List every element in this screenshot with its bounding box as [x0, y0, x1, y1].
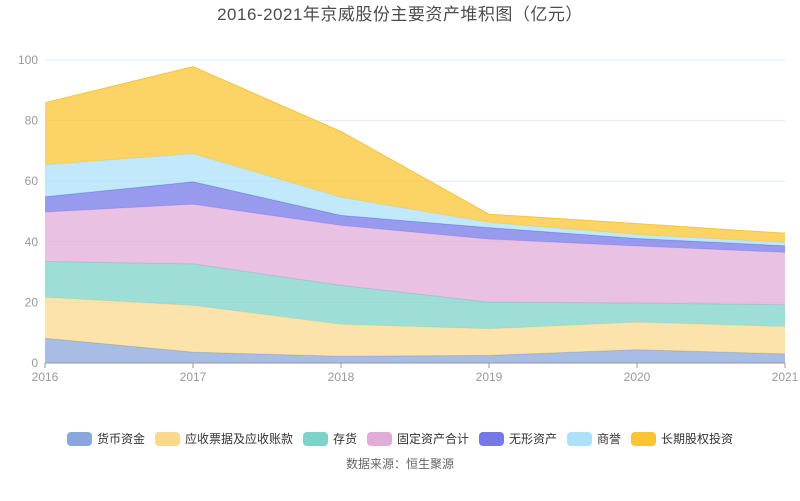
legend-swatch: [567, 431, 593, 446]
series-area-0[interactable]: [45, 338, 785, 363]
legend-label: 存货: [332, 432, 357, 446]
y-tick-label: 20: [25, 295, 39, 309]
legend-label: 无形资产: [509, 432, 558, 446]
legend-label: 长期股权投资: [661, 432, 734, 446]
data-source: 数据来源：恒生聚源: [345, 457, 454, 471]
stacked-area-chart: 0 20 40 60 80 100 2016 2017 2018 2019 2020 2021: [18, 53, 799, 384]
series-line-6: [44, 66, 786, 234]
x-tick-label: 2016: [32, 370, 59, 384]
legend-swatch: [154, 431, 180, 446]
y-tick-label: 0: [31, 356, 38, 370]
legend-label: 货币资金: [96, 432, 145, 446]
series-area-4[interactable]: [45, 181, 785, 253]
x-tick-label: 2021: [772, 370, 799, 384]
legend-swatch: [479, 431, 504, 446]
x-tick-label: 2018: [328, 370, 355, 384]
y-tick-label: 100: [18, 53, 38, 67]
legend-swatch: [631, 431, 657, 446]
chart-legend: 货币资金 应收票据及应收账款 存货 固定资产合计 无形资产 商誉 长期股权投资: [0, 430, 800, 447]
series-area-5[interactable]: [45, 153, 785, 246]
y-tick-label: 60: [25, 174, 39, 188]
legend-swatch: [302, 431, 328, 446]
y-tick-label: 80: [25, 114, 39, 128]
legend-label: 应收票据及应收账款: [184, 432, 293, 446]
x-tick-label: 2020: [624, 370, 651, 384]
legend-swatch: [366, 431, 392, 446]
series-area-3[interactable]: [45, 204, 785, 305]
legend-label: 商誉: [597, 432, 622, 446]
legend-item-1[interactable]: 应收票据及应收账款: [154, 430, 293, 447]
legend-swatch: [66, 431, 92, 446]
legend-item-4[interactable]: 无形资产: [479, 430, 557, 447]
legend-item-5[interactable]: 商誉: [567, 430, 621, 447]
legend-label: 固定资产合计: [396, 432, 469, 446]
legend-item-3[interactable]: 固定资产合计: [366, 430, 469, 447]
x-tick-label: 2019: [476, 370, 503, 384]
chart-title: 2016-2021年京威股份主要资产堆积图（亿元）: [217, 5, 583, 24]
legend-item-6[interactable]: 长期股权投资: [631, 430, 733, 447]
series-area-6[interactable]: [45, 66, 785, 243]
legend-item-2[interactable]: 存货: [302, 430, 357, 447]
legend-item-0[interactable]: 货币资金: [66, 430, 145, 447]
x-tick-label: 2017: [180, 370, 207, 384]
series-area-2[interactable]: [45, 261, 785, 329]
y-tick-label: 40: [25, 235, 39, 249]
